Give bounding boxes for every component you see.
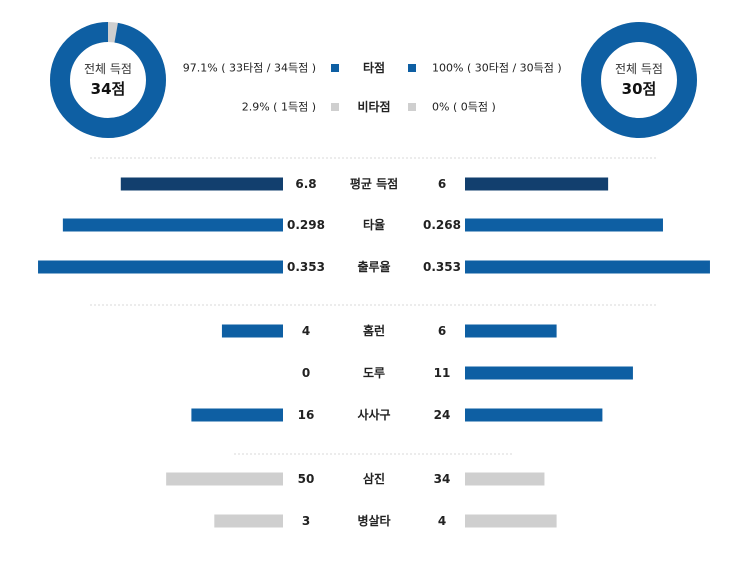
value-left: 3 [302, 514, 310, 528]
value-right: 4 [438, 514, 446, 528]
bar-right-도루 [465, 366, 633, 380]
legend-right-swatch [408, 103, 416, 111]
bar-right-평균 득점 [465, 177, 609, 191]
value-right: 0.268 [423, 218, 461, 232]
bar-right-삼진 [465, 472, 545, 486]
legend-name: 타점 [363, 60, 385, 75]
value-right: 6 [438, 177, 446, 191]
bar-right-사사구 [465, 408, 603, 422]
value-right: 34 [434, 472, 451, 486]
category-label: 출루율 [357, 259, 390, 274]
category-label: 도루 [363, 366, 385, 380]
legend-left-swatch [331, 64, 339, 72]
category-label: 사사구 [357, 407, 390, 422]
value-right: 6 [438, 324, 446, 338]
left-donut-label: 전체 득점 [84, 62, 132, 76]
bar-left-홈런 [221, 324, 283, 338]
value-right: 11 [434, 366, 451, 380]
category-label: 병살타 [357, 513, 390, 528]
category-label: 평균 득점 [350, 176, 398, 191]
value-left: 50 [298, 472, 315, 486]
bar-left-평균 득점 [120, 177, 284, 191]
bar-right-병살타 [465, 514, 557, 528]
value-left: 0.298 [287, 218, 325, 232]
category-label: 홈런 [363, 323, 385, 338]
bar-left-사사구 [191, 408, 283, 422]
legend-right-text: 100% ( 30타점 / 30득점 ) [432, 62, 562, 75]
value-left: 16 [298, 408, 315, 422]
legend-left-swatch [331, 103, 339, 111]
bar-left-타율 [62, 218, 283, 232]
legend-right-text: 0% ( 0득점 ) [432, 101, 496, 114]
legend-right-swatch [408, 64, 416, 72]
legend-left-text: 97.1% ( 33타점 / 34득점 ) [183, 62, 316, 75]
bar-right-타율 [465, 218, 663, 232]
left-donut-value: 34점 [91, 80, 126, 98]
bar-left-삼진 [166, 472, 283, 486]
bar-right-홈런 [465, 324, 557, 338]
left-donut-segment [50, 22, 166, 138]
bar-left-병살타 [214, 514, 283, 528]
value-left: 0 [302, 366, 310, 380]
legend-left-text: 2.9% ( 1득점 ) [242, 101, 316, 114]
category-label: 삼진 [363, 471, 385, 486]
value-left: 6.8 [295, 177, 316, 191]
value-left: 4 [302, 324, 310, 338]
right-donut-label: 전체 득점 [615, 62, 663, 76]
bar-right-출루율 [465, 260, 710, 274]
right-donut-segment [581, 22, 697, 138]
value-left: 0.353 [287, 260, 325, 274]
legend-name: 비타점 [357, 99, 390, 114]
value-right: 0.353 [423, 260, 461, 274]
category-label: 타율 [363, 217, 385, 232]
right-donut-value: 30점 [622, 80, 657, 98]
bar-left-출루율 [38, 260, 283, 274]
value-right: 24 [434, 408, 451, 422]
